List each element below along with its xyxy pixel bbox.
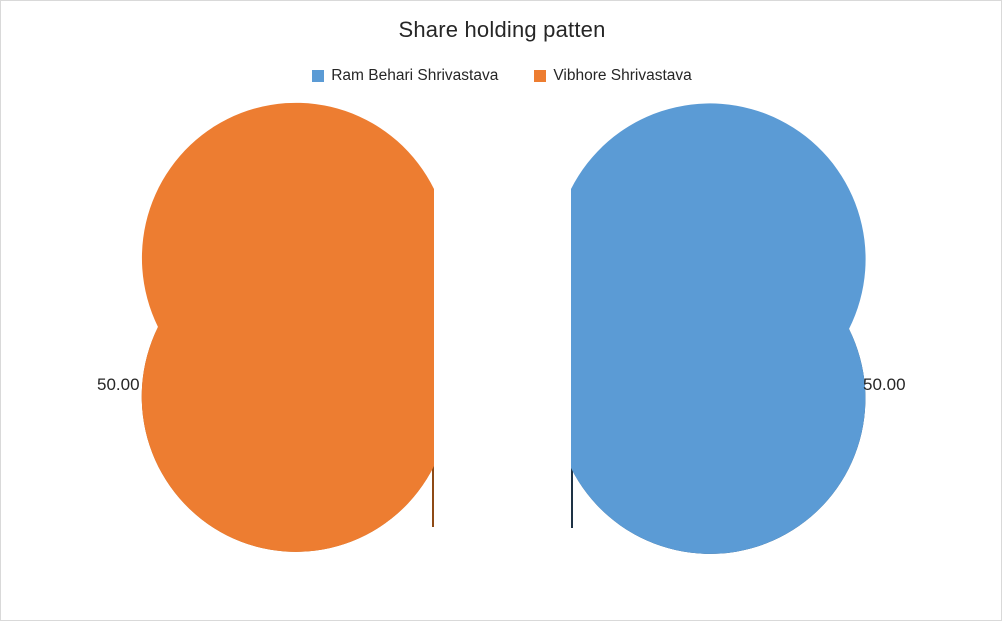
pie-slice-ram-behari-shrivastava[interactable] [571,103,866,554]
legend-swatch-orange-icon [534,70,547,82]
pie-slice-vibhore-cut-face [432,466,434,527]
pie-slice-ram-behari-cut-face [571,468,573,528]
pie-slice-ram-behari-top-face [571,103,866,554]
chart-title: Share holding patten [398,17,606,42]
legend-item-label: Vibhore Shrivastava [553,67,692,84]
pie-slice-vibhore-top-face [141,102,435,552]
legend-swatch-blue-icon [312,70,325,82]
data-label-vibhore-shrivastava: 50.00 [97,375,140,394]
legend-item-vibhore-shrivastava[interactable]: Vibhore Shrivastava [534,67,692,85]
data-label-ram-behari-shrivastava: 50.00 [863,375,906,394]
legend-item-label: Ram Behari Shrivastava [331,67,499,84]
legend-item-ram-behari-shrivastava[interactable]: Ram Behari Shrivastava [312,67,498,85]
pie-slice-vibhore-shrivastava[interactable] [141,102,435,552]
chart-legend: Ram Behari Shrivastava Vibhore Shrivasta… [1,67,1001,85]
